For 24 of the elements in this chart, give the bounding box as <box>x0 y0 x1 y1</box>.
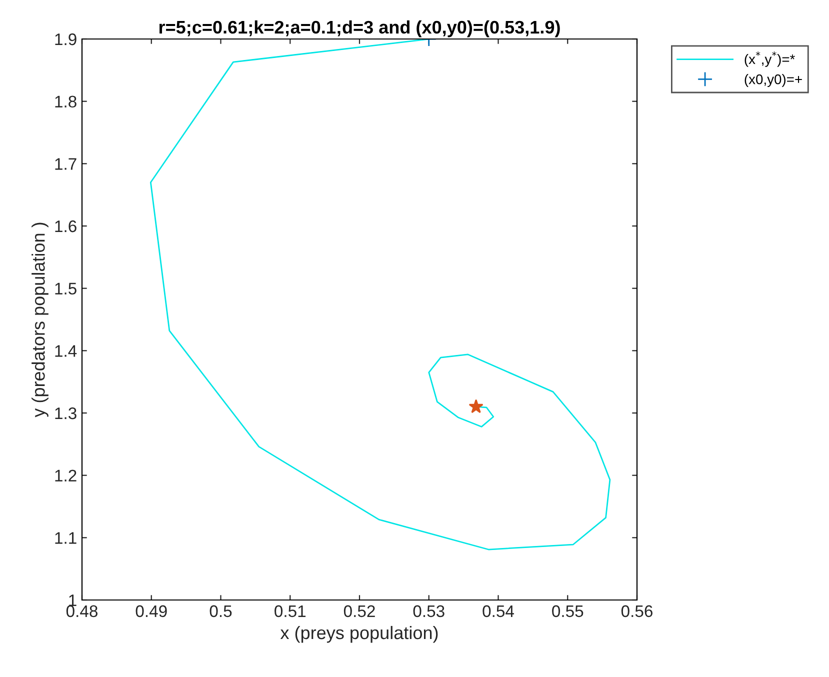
x-tick-label: 0.53 <box>413 605 444 618</box>
x-axis-title: x (preys population) <box>280 626 438 643</box>
y-tick-label: 1.6 <box>55 220 76 232</box>
y-axis-title: y (predators population ) <box>32 222 48 418</box>
x-tick-label: 0.55 <box>552 605 584 618</box>
y-tick-label: 1.3 <box>55 407 76 420</box>
x-tick-label: 0.5 <box>210 605 232 618</box>
line-series <box>150 39 611 550</box>
x-tick-label: 0.54 <box>482 605 514 618</box>
y-tick-label: 1.5 <box>55 282 76 295</box>
x-tick-label: 0.51 <box>274 605 306 618</box>
legend-label: (x$^{*}$,y$^{*}$)=* <box>744 52 795 67</box>
y-tick-label: 1.2 <box>55 470 76 482</box>
y-tick-label: 1.9 <box>55 33 76 46</box>
x-tick-label: 0.52 <box>344 605 375 618</box>
y-tick-label: 1.4 <box>55 345 77 357</box>
chart-title: r=5;c=0.61;k=2;a=0.1;d=3 and (x0,y0)=(0.53,1.9) <box>159 20 560 38</box>
legend-label: (x0,y0)=+ <box>744 74 802 87</box>
x-tick-label: 0.48 <box>66 605 98 618</box>
x-tick-label: 0.49 <box>136 605 167 618</box>
y-tick-label: 1.7 <box>55 158 76 170</box>
x-tick-label: 0.56 <box>621 605 652 618</box>
y-tick-label: 1.8 <box>55 96 76 108</box>
y-tick-label: 1.1 <box>55 532 76 544</box>
